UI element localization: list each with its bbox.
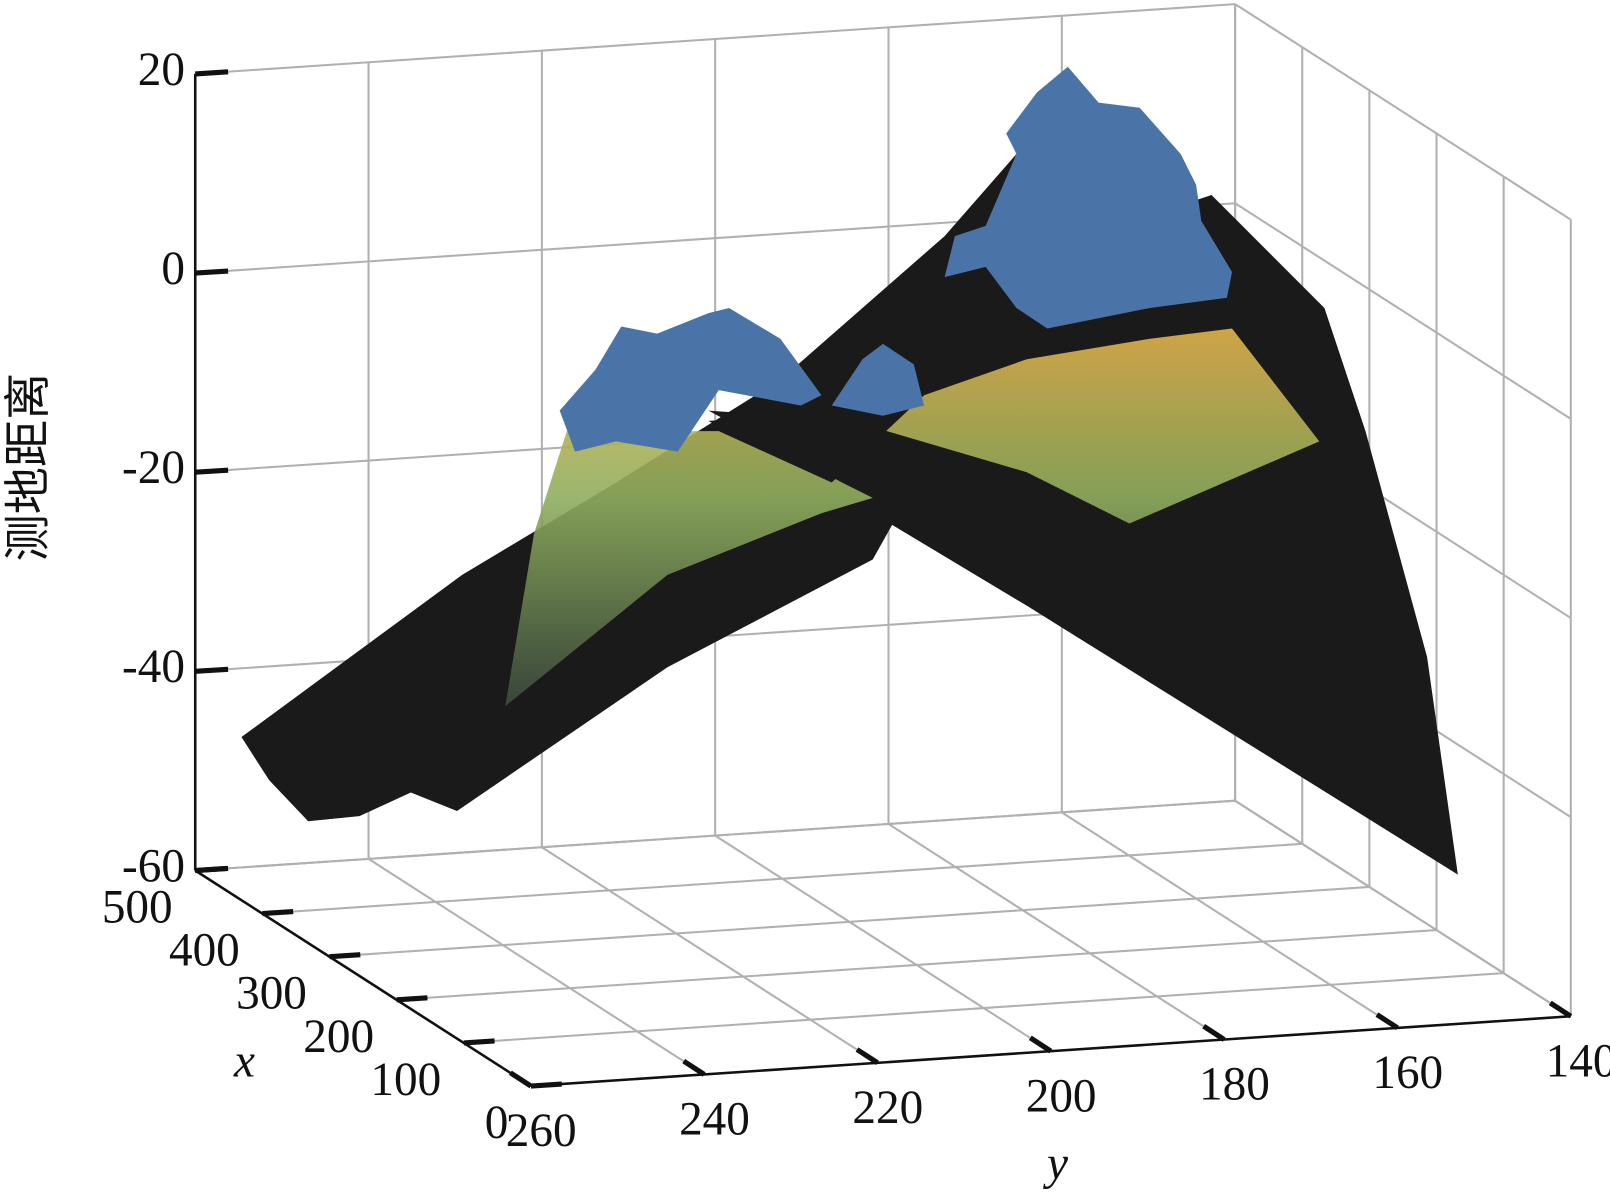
y-tick-label: 260: [506, 1105, 577, 1157]
tick-mark: [195, 268, 229, 276]
grid-line: [195, 3, 1236, 75]
grid-line: [195, 799, 1236, 872]
surface-shading: [505, 328, 1320, 707]
z-tick-label: -40: [122, 641, 185, 693]
surface-peak: [831, 343, 925, 416]
tick-mark: [262, 909, 294, 917]
y-tick-label: 180: [1199, 1059, 1270, 1111]
surface-shading: [708, 410, 1417, 719]
tick-mark: [1375, 1012, 1399, 1031]
grid-line: [1234, 3, 1572, 221]
tick-mark: [195, 69, 229, 77]
z-tick-label: 0: [161, 243, 185, 295]
tick-mark: [463, 1038, 495, 1046]
x-axis-label: x: [233, 1035, 255, 1087]
tick-mark: [855, 1047, 879, 1065]
surface-peaks: [559, 66, 1233, 452]
tick-mark: [530, 1081, 562, 1089]
z-tick-label: 20: [138, 44, 185, 96]
grid-line: [1234, 799, 1572, 1018]
y-tick-label: 240: [679, 1094, 750, 1146]
tick-mark: [329, 952, 361, 960]
tick-mark: [682, 1058, 706, 1077]
tick-mark: [195, 666, 229, 674]
tick-mark: [1548, 1000, 1573, 1019]
x-axis: [194, 869, 532, 1088]
y-tick-label: 220: [852, 1082, 923, 1134]
z-axis-label: 测地距离: [3, 373, 55, 562]
grid-line: [1234, 202, 1572, 420]
y-tick-label: 140: [1546, 1035, 1610, 1087]
tick-mark: [195, 865, 227, 874]
tick-mark: [1028, 1035, 1053, 1054]
grid-line: [541, 846, 879, 1064]
y-axis: [530, 1014, 1571, 1088]
grid-line: [887, 823, 1225, 1041]
x-tick-label: 300: [236, 968, 307, 1020]
tick-mark: [1202, 1024, 1226, 1042]
x-tick-label: 400: [169, 925, 240, 977]
x-tick-label: 200: [303, 1011, 374, 1063]
surface-peak: [559, 307, 822, 452]
grid-line: [1061, 811, 1399, 1029]
tick-mark: [396, 995, 428, 1003]
grid-line: [367, 858, 705, 1076]
grid-line: [714, 834, 1052, 1053]
y-axis-label: y: [1043, 1138, 1068, 1190]
surface: [241, 66, 1458, 875]
axes: -60-40-200200100200300400500140160180200…: [102, 44, 1610, 1157]
z-tick-label: -60: [122, 840, 185, 892]
x-tick-label: 0: [485, 1097, 509, 1149]
y-tick-label: 160: [1372, 1047, 1443, 1099]
tick-mark: [508, 1070, 533, 1089]
x-tick-label: 500: [102, 881, 173, 933]
y-tick-label: 200: [1026, 1070, 1097, 1122]
z-tick-label: -20: [122, 442, 185, 494]
tick-mark: [195, 467, 229, 475]
x-tick-label: 100: [370, 1054, 441, 1106]
surface-peak: [944, 66, 1233, 329]
